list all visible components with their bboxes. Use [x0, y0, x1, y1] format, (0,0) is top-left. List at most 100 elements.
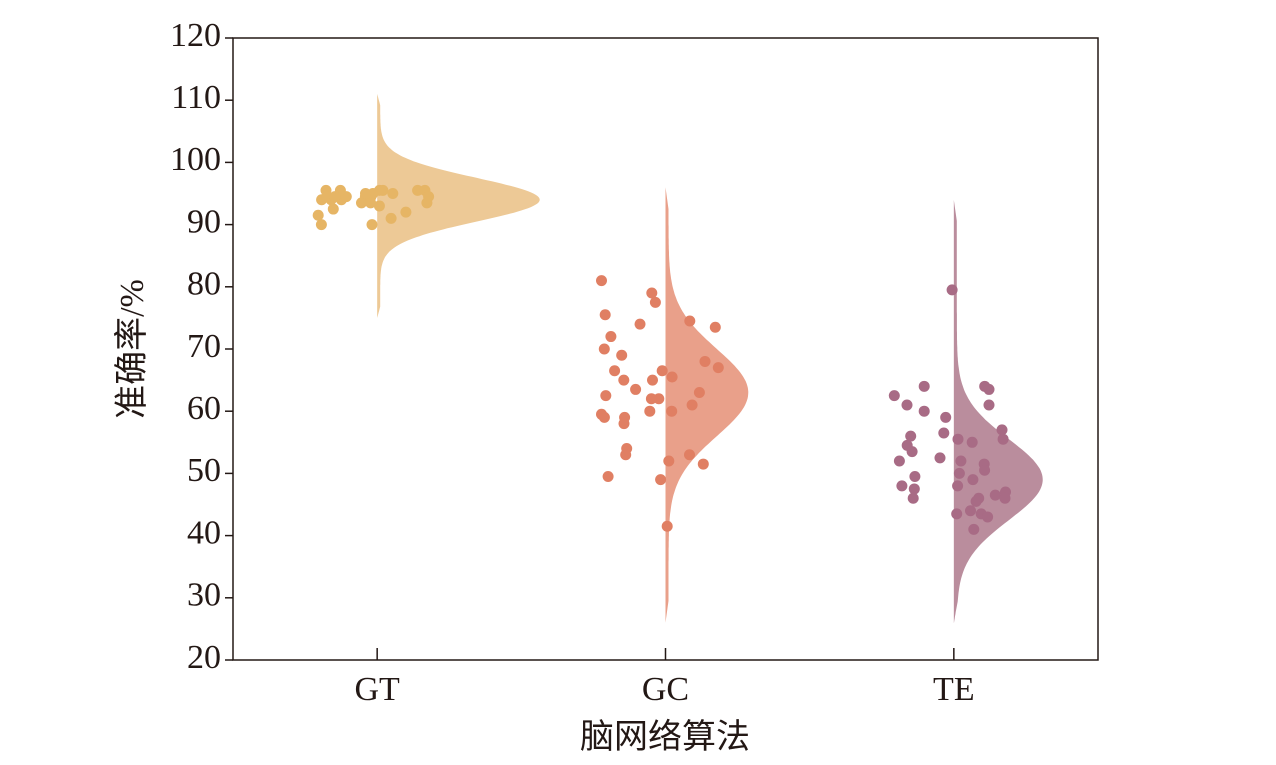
data-point	[421, 197, 433, 209]
y-tick-label: 120	[170, 17, 221, 54]
data-point	[644, 405, 656, 417]
data-point	[620, 449, 632, 461]
data-point	[630, 383, 642, 395]
data-point	[385, 212, 397, 224]
data-point	[997, 433, 1009, 445]
data-point	[966, 436, 978, 448]
data-point	[999, 492, 1011, 504]
data-point	[965, 505, 976, 517]
data-point	[599, 309, 611, 321]
data-point	[951, 508, 963, 520]
data-point	[618, 374, 630, 386]
data-point	[934, 452, 946, 464]
data-point	[684, 449, 695, 461]
data-point	[600, 390, 612, 402]
data-point	[968, 523, 980, 535]
data-point	[356, 197, 367, 209]
data-point	[655, 474, 667, 486]
plot-frame	[232, 37, 1099, 661]
data-point	[709, 321, 721, 333]
data-point	[312, 209, 324, 221]
data-point	[327, 203, 339, 215]
y-axis-label: 准确率/%	[113, 279, 151, 419]
data-point	[905, 430, 917, 442]
data-point	[979, 464, 991, 476]
data-point	[400, 206, 412, 218]
data-point	[661, 520, 673, 532]
data-point	[315, 219, 327, 231]
y-tick-label: 30	[187, 577, 221, 614]
data-point	[908, 483, 920, 495]
data-point	[663, 455, 675, 467]
data-point	[909, 471, 921, 483]
data-point	[373, 200, 385, 212]
data-point	[321, 191, 333, 203]
data-point	[918, 405, 930, 417]
y-tick-label: 20	[187, 639, 221, 676]
data-point	[953, 467, 965, 479]
data-point	[893, 455, 905, 467]
x-tick-label: GT	[355, 671, 401, 708]
data-point	[605, 331, 617, 343]
data-point	[983, 383, 995, 395]
data-point	[901, 399, 913, 411]
y-tick-label: 50	[187, 452, 221, 489]
data-point	[649, 296, 661, 308]
data-point	[712, 362, 724, 374]
data-point	[377, 184, 389, 196]
violin	[377, 93, 540, 318]
y-tick-label: 40	[187, 514, 221, 551]
data-point	[896, 480, 908, 492]
data-point	[596, 275, 607, 287]
data-point	[602, 471, 614, 483]
data-point	[697, 458, 709, 470]
data-point	[888, 390, 900, 402]
data-point	[656, 365, 668, 377]
y-tick-label: 70	[187, 328, 221, 365]
data-point	[989, 489, 1001, 501]
y-tick-label: 60	[187, 390, 221, 427]
data-point	[982, 511, 994, 523]
data-point	[645, 393, 657, 405]
x-tick-label: GC	[642, 671, 689, 708]
data-point	[955, 455, 967, 467]
data-point	[699, 355, 711, 367]
data-point	[618, 418, 630, 430]
data-point	[693, 387, 705, 399]
data-point	[938, 427, 950, 439]
data-point	[684, 315, 696, 327]
data-point	[598, 343, 610, 355]
data-point	[647, 374, 658, 386]
data-point	[387, 188, 399, 199]
data-point	[983, 399, 995, 411]
data-point	[365, 197, 377, 209]
data-point	[666, 371, 678, 383]
data-point	[609, 365, 621, 377]
data-point	[970, 495, 982, 507]
data-point	[686, 399, 698, 411]
y-tick-label: 110	[171, 79, 221, 116]
data-point	[598, 411, 610, 423]
data-point	[952, 433, 964, 445]
x-tick-label: TE	[933, 671, 975, 708]
data-point	[329, 191, 341, 203]
data-point	[666, 405, 678, 417]
violin	[953, 199, 1043, 623]
data-point	[906, 446, 918, 458]
data-point	[946, 284, 958, 296]
y-tick-label: 90	[187, 203, 221, 240]
x-axis-label: 脑网络算法	[580, 718, 750, 756]
y-tick-label: 80	[187, 266, 221, 303]
data-point	[907, 492, 919, 504]
data-point	[996, 424, 1008, 436]
data-point	[634, 318, 646, 330]
data-point	[952, 480, 964, 492]
data-point	[940, 411, 952, 423]
data-point	[646, 287, 658, 299]
data-point	[366, 219, 378, 231]
data-point	[918, 380, 930, 392]
y-tick-label: 100	[170, 141, 221, 178]
data-point	[616, 349, 628, 361]
data-point	[967, 474, 979, 486]
